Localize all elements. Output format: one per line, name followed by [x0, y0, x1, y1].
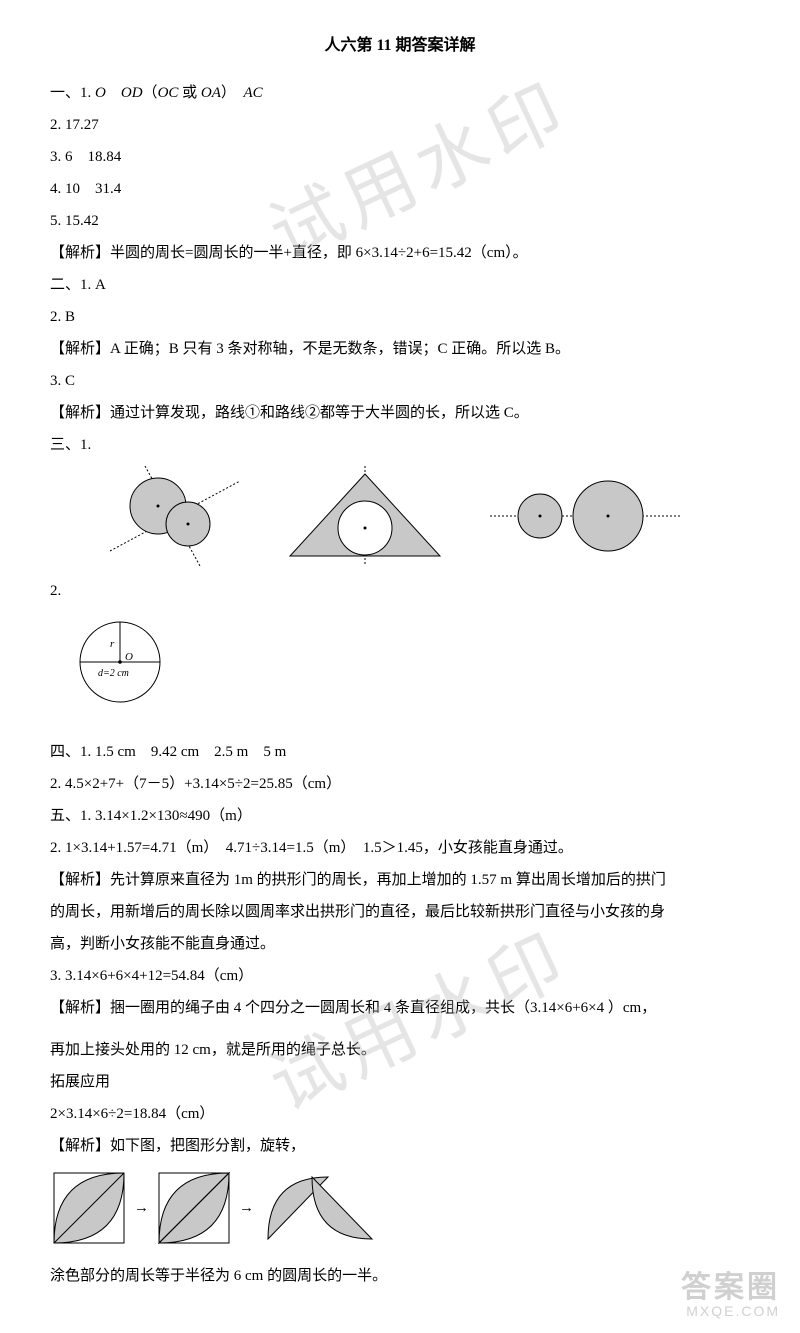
ext-line2: 2×3.14×6÷2=18.84（cm）: [50, 1099, 750, 1129]
label-r: r: [110, 638, 115, 650]
diagrams-row: [110, 466, 750, 566]
sec5-line2: 2. 1×3.14+1.57=4.71（m） 4.71÷3.14=1.5（m） …: [50, 833, 750, 863]
ext-line3: 【解析】如下图，把图形分割，旋转，: [50, 1131, 750, 1161]
sec5-line4: 的周长，用新增后的周长除以圆周率求出拱形门的直径，最后比较新拱形门直径与小女孩的…: [50, 897, 750, 927]
diagram-two-circles-line: [490, 466, 680, 566]
sec1-line4: 4. 10 31.4: [50, 174, 750, 204]
ext-line1: 拓展应用: [50, 1067, 750, 1097]
diagram-two-circles: [110, 466, 240, 566]
arrow-2: →: [239, 1193, 254, 1223]
decomp-3: [260, 1169, 380, 1247]
footer-cn: 答案圈: [681, 1271, 780, 1304]
sec4-line1: 四、1. 1.5 cm 9.42 cm 2.5 m 5 m: [50, 737, 750, 767]
sec5-line8: 再加上接头处用的 12 cm，就是所用的绳子总长。: [50, 1035, 750, 1065]
sec3-line1: 三、1.: [50, 430, 750, 460]
sec5-line1: 五、1. 3.14×1.2×130≈490（m）: [50, 801, 750, 831]
page-title: 人六第 11 期答案详解: [50, 30, 750, 62]
sec5-line6: 3. 3.14×6+6×4+12=54.84（cm）: [50, 961, 750, 991]
diagram-triangle-circle: [280, 466, 450, 566]
sec5-line3: 【解析】先计算原来直径为 1m 的拱形门的周长，再加上增加的 1.57 m 算出…: [50, 865, 750, 895]
sec1-line2: 2. 17.27: [50, 110, 750, 140]
sec2-line2: 2. B: [50, 302, 750, 332]
sec5-line7: 【解析】捆一圈用的绳子由 4 个四分之一圆周长和 4 条直径组成，共长（3.14…: [50, 993, 750, 1023]
ext-line4: 涂色部分的周长等于半径为 6 cm 的圆周长的一半。: [50, 1261, 750, 1291]
decomp-1: [50, 1169, 128, 1247]
sec2-line3: 【解析】A 正确；B 只有 3 条对称轴，不是无数条，错误；C 正确。所以选 B…: [50, 334, 750, 364]
sec1-line5: 5. 15.42: [50, 206, 750, 236]
sec1-line3: 3. 6 18.84: [50, 142, 750, 172]
arrow-1: →: [134, 1193, 149, 1223]
sec2-line1: 二、1. A: [50, 270, 750, 300]
sec1-line1: 一、1. O OD（OC 或 OA） AC: [50, 78, 750, 108]
decomp-2: [155, 1169, 233, 1247]
decomposition-diagrams: → →: [50, 1169, 750, 1247]
sec3-line2: 2.: [50, 576, 750, 606]
sec2-line4: 3. C: [50, 366, 750, 396]
sec5-line5: 高，判断小女孩能不能直身通过。: [50, 929, 750, 959]
sec1-line6: 【解析】半圆的周长=圆周长的一半+直径，即 6×3.14÷2+6=15.42（c…: [50, 238, 750, 268]
footer-en: MXQE.COM: [681, 1304, 780, 1319]
sec4-line2: 2. 4.5×2+7+（7－5）+3.14×5÷2=25.85（cm）: [50, 769, 750, 799]
circle-labeled-diagram: r O d=2 cm: [70, 612, 750, 723]
label-o: O: [125, 651, 133, 663]
label-d: d=2 cm: [98, 668, 129, 679]
sec2-line5: 【解析】通过计算发现，路线①和路线②都等于大半圆的长，所以选 C。: [50, 398, 750, 428]
footer-logo: 答案圈 MXQE.COM: [681, 1271, 780, 1319]
